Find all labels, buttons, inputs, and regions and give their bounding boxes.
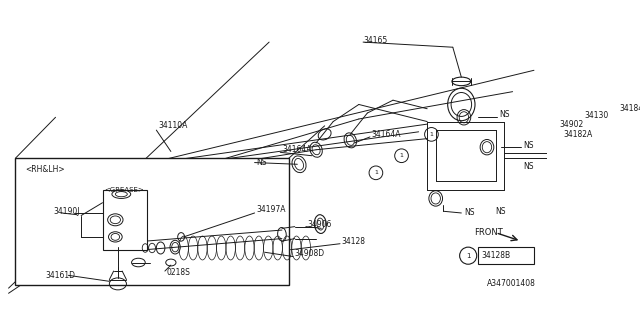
Text: FRONT: FRONT (474, 228, 503, 237)
Text: NS: NS (464, 208, 474, 218)
Bar (102, 190, 147, 250)
Text: <GREASE>: <GREASE> (104, 187, 144, 193)
Text: 34165: 34165 (363, 36, 387, 45)
Text: NS: NS (499, 110, 509, 119)
Text: 34128: 34128 (342, 237, 365, 246)
Text: 34110A: 34110A (158, 121, 188, 130)
Text: <RH&LH>: <RH&LH> (26, 165, 65, 174)
Text: 34164A: 34164A (372, 130, 401, 139)
Text: 0218S: 0218S (166, 268, 191, 277)
Text: NS: NS (524, 141, 534, 150)
Text: 34906: 34906 (308, 220, 332, 228)
Text: NS: NS (495, 207, 506, 216)
Text: 34190J: 34190J (53, 207, 79, 216)
Text: NS: NS (523, 162, 533, 171)
Text: 34184A: 34184A (620, 104, 640, 113)
Text: 1: 1 (374, 170, 378, 175)
Text: 34908D: 34908D (295, 250, 325, 259)
Text: 34197A: 34197A (256, 205, 286, 214)
Text: 34164A: 34164A (282, 145, 312, 154)
Text: 1: 1 (399, 153, 403, 158)
Text: 34130: 34130 (584, 111, 609, 120)
Text: NS: NS (256, 158, 267, 167)
Bar (15, 158, 289, 285)
Text: 34902: 34902 (559, 120, 584, 129)
Text: 34161D: 34161D (45, 271, 76, 280)
Text: 1: 1 (429, 132, 433, 137)
Text: 1: 1 (466, 253, 470, 259)
Text: A347001408: A347001408 (487, 279, 536, 288)
Text: 34128B: 34128B (481, 251, 510, 260)
Bar (479, 247, 534, 264)
Text: 34182A: 34182A (564, 130, 593, 139)
